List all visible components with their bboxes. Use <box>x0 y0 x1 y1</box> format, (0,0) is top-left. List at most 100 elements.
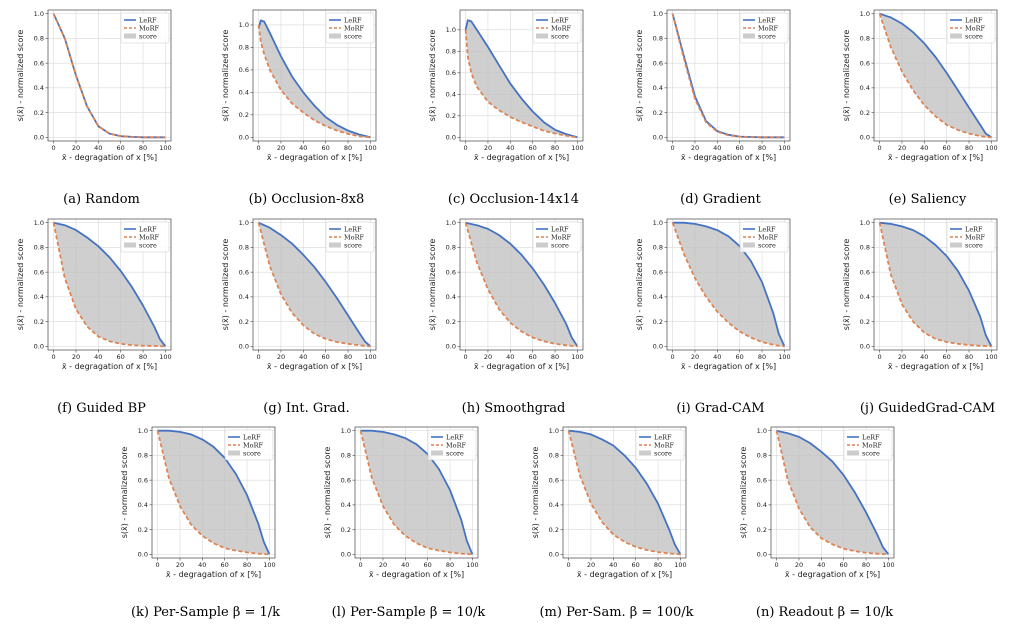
morf-line <box>878 13 992 139</box>
lerf-line <box>157 429 271 555</box>
panel-caption: (a) Random <box>63 192 140 207</box>
x-tick-label: 40 <box>713 144 721 152</box>
legend-score-swatch <box>639 450 651 456</box>
x-tick-label: 40 <box>401 561 409 569</box>
x-tick-label: 0 <box>52 353 56 361</box>
x-axis-label: x̄ - degragation of x [%] <box>681 362 776 371</box>
y-tick-label: 0.0 <box>446 342 456 350</box>
legend-lerf-label: LeRF <box>758 225 776 233</box>
x-tick-label: 0 <box>257 144 261 152</box>
chart-panel-6: 0 20 40 60 80 100 0.0 0.2 0.4 0.6 0.8 1.0 x̄ - degra… <box>221 218 377 416</box>
x-tick-label: 20 <box>379 561 387 569</box>
panel-caption: (f) Guided BP <box>57 401 146 416</box>
x-tick-label: 80 <box>344 353 352 361</box>
y-tick-label: 0.6 <box>446 268 456 276</box>
x-tick-label: 20 <box>898 144 906 152</box>
legend-score-label: score <box>654 449 672 457</box>
x-tick-label: 80 <box>243 561 251 569</box>
morf-line <box>775 430 889 556</box>
morf-line <box>257 24 371 139</box>
y-tick-label: 0.6 <box>239 268 249 276</box>
x-tick-label: 0 <box>567 561 571 569</box>
x-tick-label: 40 <box>506 144 514 152</box>
x-tick-label: 80 <box>551 353 559 361</box>
x-tick-label: 60 <box>632 561 640 569</box>
score-area <box>258 20 371 138</box>
y-axis-label: s(x̄) - normalized score <box>842 239 851 331</box>
x-tick-label: 20 <box>277 144 285 152</box>
panel-caption: (h) Smoothgrad <box>462 401 566 416</box>
x-tick-label: 20 <box>795 561 803 569</box>
plot-frame <box>252 218 377 351</box>
x-tick-label: 100 <box>674 561 686 569</box>
x-tick-label: 80 <box>965 353 973 361</box>
y-tick-label: 0.4 <box>860 84 870 92</box>
panel-caption: (n) Readout β = 10/k <box>756 605 893 620</box>
y-axis-label: s(x̄) - normalized score <box>120 447 129 539</box>
y-tick-label: 0.4 <box>34 293 44 301</box>
legend-morf-label: MoRF <box>758 24 778 32</box>
x-tick-label: 20 <box>484 353 492 361</box>
y-tick-label: 0.4 <box>34 84 44 92</box>
x-tick-label: 80 <box>139 144 147 152</box>
chart-panel-9: 0 20 40 60 80 100 0.0 0.2 0.4 0.6 0.8 1.0 x̄ - degra… <box>842 218 998 416</box>
x-tick-label: 80 <box>344 144 352 152</box>
x-tick-label: 60 <box>943 353 951 361</box>
x-tick-label: 60 <box>529 144 537 152</box>
y-tick-label: 0.2 <box>239 111 249 119</box>
y-tick-label: 0.6 <box>653 59 663 67</box>
chart-panel-5: 0 20 40 60 80 100 0.0 0.2 0.4 0.6 0.8 1.0 x̄ - degra… <box>16 218 172 416</box>
x-tick-label: 100 <box>778 144 790 152</box>
x-tick-label: 0 <box>464 144 468 152</box>
x-axis-label: x̄ - degragation of x [%] <box>474 153 569 162</box>
x-axis-label: x̄ - degragation of x [%] <box>62 153 157 162</box>
plot-frame <box>459 9 584 142</box>
legend-lerf-label: LeRF <box>965 16 983 24</box>
morf-line <box>464 222 578 348</box>
plot-frame <box>151 426 276 559</box>
panel-caption: (c) Occlusion-14x14 <box>448 192 579 207</box>
plot-frame <box>666 218 791 351</box>
plot-frame <box>873 9 998 142</box>
legend-lerf-label: LeRF <box>758 16 776 24</box>
legend-score-swatch <box>124 242 136 248</box>
legend-score-swatch <box>431 450 443 456</box>
x-tick-label: 40 <box>713 353 721 361</box>
score-area <box>879 13 992 138</box>
y-tick-label: 0.8 <box>239 244 249 252</box>
plot-frame <box>459 218 584 351</box>
legend-score-swatch <box>124 33 136 39</box>
chart-panel-2: 0 20 40 60 80 100 0.0 0.2 0.4 0.6 0.8 1.0 x̄ - degra… <box>428 9 584 207</box>
x-tick-label: 100 <box>571 353 583 361</box>
legend-lerf-label: LeRF <box>862 433 880 441</box>
morf-line <box>878 222 992 348</box>
legend-score-swatch <box>743 33 755 39</box>
morf-line <box>156 430 270 556</box>
legend-score-label: score <box>139 241 157 249</box>
x-tick-label: 0 <box>878 144 882 152</box>
x-tick-label: 20 <box>277 353 285 361</box>
lerf-line <box>672 221 786 347</box>
x-tick-label: 20 <box>587 561 595 569</box>
legend-morf-label: MoRF <box>654 441 674 449</box>
score-area <box>360 430 473 555</box>
x-tick-label: 40 <box>817 561 825 569</box>
score-area <box>776 430 889 555</box>
y-tick-label: 0.0 <box>34 133 44 141</box>
plot-frame <box>252 9 377 142</box>
score-area <box>258 222 371 347</box>
x-axis-label: x̄ - degragation of x [%] <box>888 362 983 371</box>
y-tick-label: 1.0 <box>653 10 663 18</box>
x-tick-label: 80 <box>654 561 662 569</box>
legend-score-label: score <box>344 32 362 40</box>
x-tick-label: 40 <box>94 144 102 152</box>
legend-score-swatch <box>329 33 341 39</box>
chart-panel-0: 0 20 40 60 80 100 0.0 0.2 0.4 0.6 0.8 1.0 x̄ - degra… <box>16 9 172 207</box>
score-area <box>672 222 785 347</box>
y-tick-label: 0.0 <box>138 550 148 558</box>
x-tick-label: 40 <box>299 144 307 152</box>
y-tick-label: 1.0 <box>860 10 870 18</box>
x-tick-label: 80 <box>965 144 973 152</box>
morf-line <box>359 430 473 556</box>
legend-score-swatch <box>847 450 859 456</box>
